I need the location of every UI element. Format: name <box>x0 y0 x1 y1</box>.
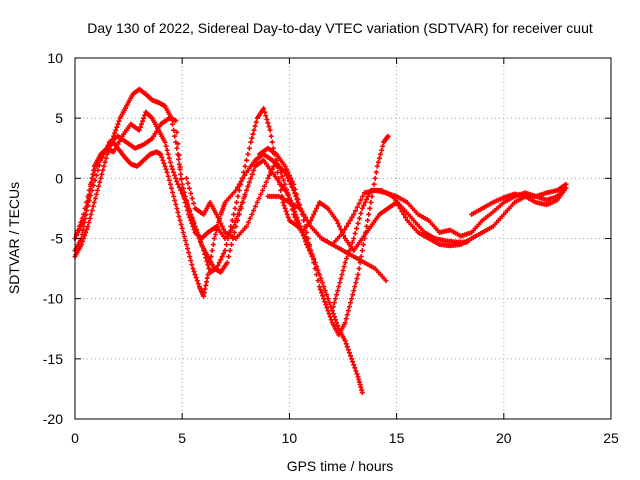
series-track-5 <box>183 157 569 254</box>
x-axis-label: GPS time / hours <box>287 458 394 474</box>
x-tick-label: 5 <box>178 430 186 446</box>
series-track-6 <box>265 187 567 248</box>
x-axis-ticks: 0 5 10 15 20 25 <box>71 58 619 446</box>
data-point <box>265 187 567 248</box>
y-tick-label: -5 <box>51 231 64 247</box>
x-tick-label: 25 <box>603 430 619 446</box>
series-track-7 <box>469 185 569 217</box>
y-tick-label: -15 <box>43 351 63 367</box>
y-tick-label: 0 <box>55 170 63 186</box>
y-tick-label: 10 <box>47 50 63 66</box>
data-point <box>183 157 569 254</box>
y-tick-label: -10 <box>43 291 63 307</box>
data-point <box>72 106 470 314</box>
series-track-4 <box>72 106 470 314</box>
x-tick-label: 15 <box>389 430 405 446</box>
chart-title: Day 130 of 2022, Sidereal Day-to-day VTE… <box>87 20 593 36</box>
y-axis-ticks: 10 5 0 -5 -10 -15 -20 <box>43 50 611 427</box>
data-point <box>469 185 569 217</box>
x-tick-label: 20 <box>496 430 512 446</box>
y-tick-label: 5 <box>55 110 63 126</box>
x-tick-label: 10 <box>282 430 298 446</box>
data-markers <box>72 86 569 396</box>
y-axis-label: SDTVAR / TECUs <box>6 182 22 294</box>
x-tick-label: 0 <box>71 430 79 446</box>
y-tick-label: -20 <box>43 411 63 427</box>
